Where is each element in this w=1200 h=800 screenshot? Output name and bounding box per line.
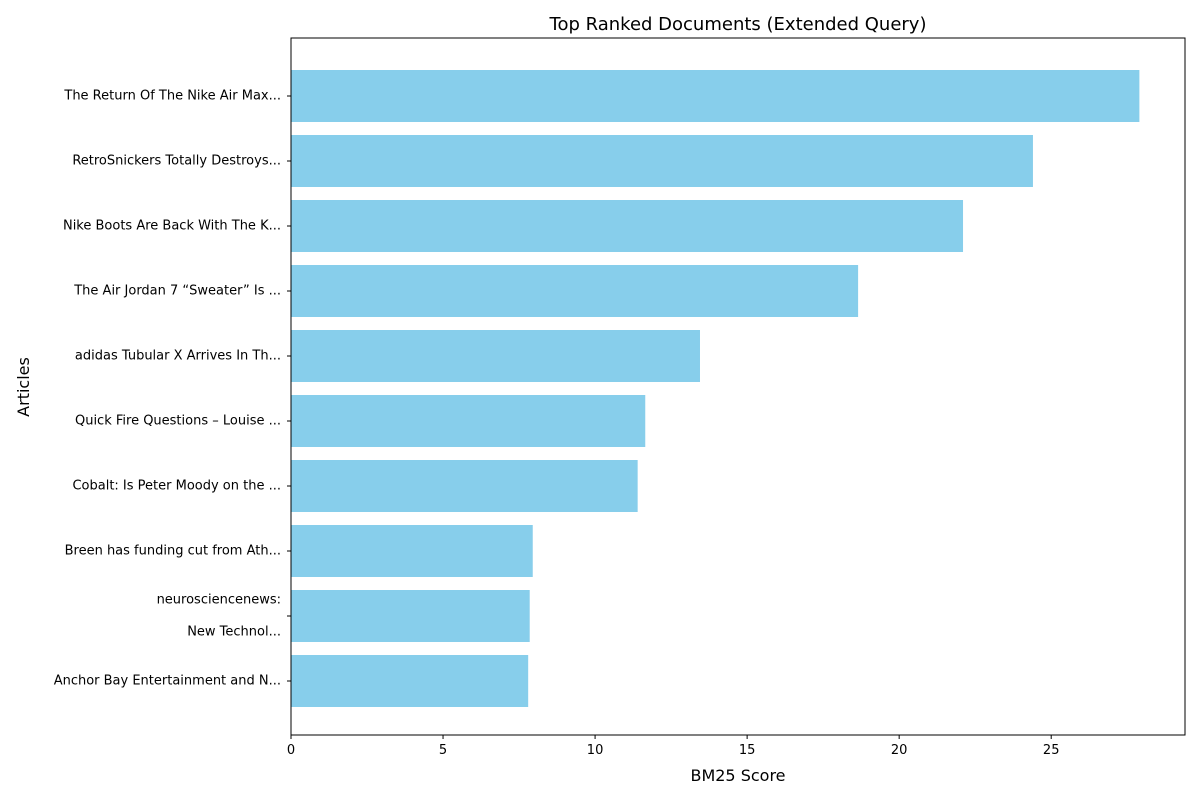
y-tick-label-line: Breen has funding cut from Ath... [65,544,281,559]
y-tick-label: RetroSnickers Totally Destroys... [72,154,281,169]
y-ticks-group: The Return Of The Nike Air Max... RetroSn… [54,89,291,689]
x-tick-label: 0 [287,743,295,758]
x-tick-label: 25 [1043,743,1060,758]
y-tick-label: Anchor Bay Entertainment and N... [54,674,281,689]
x-ticks-group: 0 5 10 15 20 25 [287,735,1060,758]
y-tick-label-line: Anchor Bay Entertainment and N... [54,674,281,689]
y-tick-label: Cobalt: Is Peter Moody on the ... [72,479,281,494]
chart-title: Top Ranked Documents (Extended Query) [549,14,927,35]
y-tick-label-line: neurosciencenews: [157,593,281,608]
bar [291,200,964,252]
bar [291,525,533,577]
y-axis-label: Articles [14,357,33,417]
plot-frame [290,37,1186,736]
y-tick-label-line: New Technol... [187,625,281,640]
y-tick-label: Nike Boots Are Back With The K... [63,219,281,234]
y-tick-label-line: Cobalt: Is Peter Moody on the ... [72,479,281,494]
y-tick-label: neurosciencenews: New Technol... [157,593,281,640]
y-tick-label: adidas Tubular X Arrives In Th... [75,349,281,364]
y-tick-label: Breen has funding cut from Ath... [65,544,281,559]
bar [291,330,700,382]
y-tick-label-line: The Return Of The Nike Air Max... [63,89,281,104]
y-tick-label: Quick Fire Questions – Louise ... [75,414,281,429]
bar [291,265,859,317]
bar [291,460,638,512]
bar [291,590,530,642]
x-tick-label: 5 [439,743,447,758]
y-tick-label-line: Quick Fire Questions – Louise ... [75,414,281,429]
y-tick-label: The Air Jordan 7 “Sweater” Is ... [73,284,281,299]
y-tick-label-line: The Air Jordan 7 “Sweater” Is ... [73,284,281,299]
bar [291,655,529,707]
y-tick-label-line: RetroSnickers Totally Destroys... [72,154,281,169]
x-tick-label: 15 [739,743,756,758]
y-tick-label-line: adidas Tubular X Arrives In Th... [75,349,281,364]
bars-group [291,70,1140,707]
x-axis-label: BM25 Score [690,766,785,785]
y-tick-label: The Return Of The Nike Air Max... [63,89,281,104]
x-tick-label: 20 [891,743,908,758]
bar [291,395,646,447]
bar [291,70,1140,122]
y-tick-label-line: Nike Boots Are Back With The K... [63,219,281,234]
x-tick-label: 10 [587,743,604,758]
bar [291,135,1033,187]
